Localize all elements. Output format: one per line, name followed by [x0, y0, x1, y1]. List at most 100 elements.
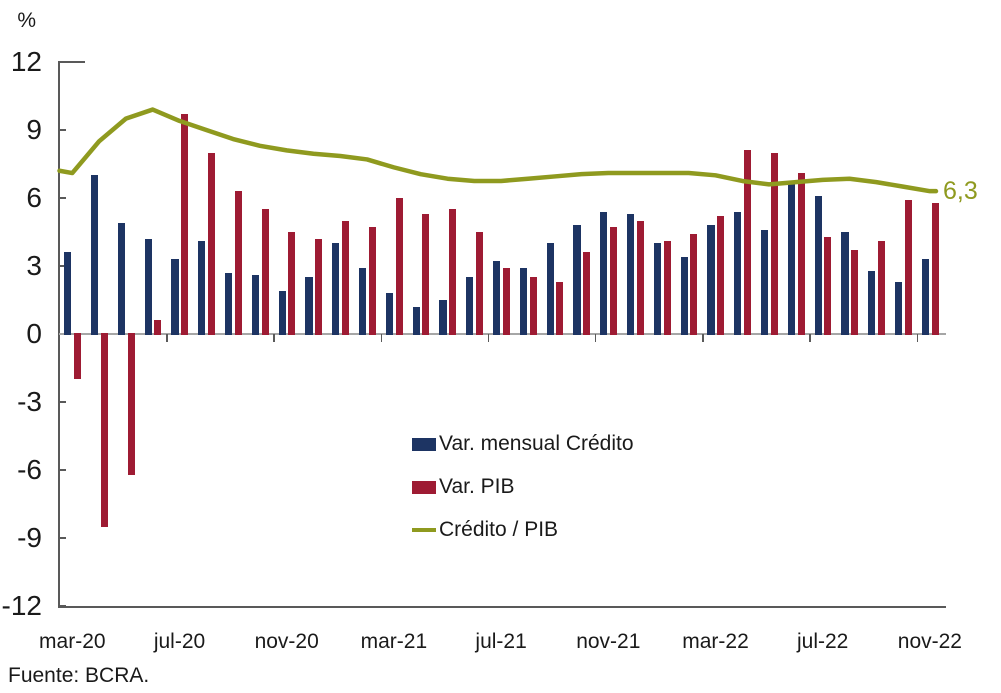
bar-credito-oct-20 — [251, 275, 259, 335]
bar-credito-jun-21 — [466, 277, 474, 335]
bar-credito-oct-22 — [895, 281, 903, 335]
bar-pib-sep-21 — [556, 281, 564, 335]
x-tick-label-mar-21: mar-21 — [360, 630, 428, 653]
bar-credito-dic-20 — [305, 277, 313, 335]
bar-pib-oct-22 — [904, 200, 912, 335]
zero-axis-line — [59, 333, 946, 335]
y-tick-mark — [58, 128, 66, 131]
y-tick-label: 0 — [26, 318, 42, 349]
bar-credito-sep-20 — [225, 272, 233, 335]
line-end-value-label: 6,3 — [943, 177, 978, 205]
x-tick-label-nov-20: nov-20 — [254, 630, 319, 653]
y-tick-mark — [58, 605, 66, 608]
bar-pib-jul-22 — [824, 236, 832, 335]
bar-credito-jul-22 — [814, 195, 822, 335]
legend-item-credito-pib-ratio: Crédito / PIB — [412, 518, 634, 541]
bar-credito-ago-22 — [841, 231, 849, 335]
legend-label-credito: Var. mensual Crédito — [439, 432, 634, 455]
bar-pib-ago-20 — [207, 152, 216, 335]
bar-pib-abr-22 — [743, 150, 752, 335]
bar-pib-feb-22 — [690, 234, 698, 335]
y-tick-label: 3 — [26, 249, 42, 281]
category-boundary-tick — [166, 334, 168, 342]
bar-credito-nov-20 — [278, 290, 286, 335]
bar-credito-jun-20 — [144, 238, 152, 335]
x-tick-label-jul-22: jul-22 — [797, 630, 849, 653]
bar-pib-feb-21 — [368, 227, 376, 335]
bar-credito-may-22 — [761, 229, 769, 335]
bar-credito-oct-21 — [573, 225, 581, 335]
y-tick-label: 6 — [26, 181, 42, 213]
bar-pib-mar-21 — [395, 197, 403, 335]
bar-pib-may-21 — [449, 209, 457, 335]
bar-pib-oct-21 — [583, 252, 591, 335]
bar-pib-ene-22 — [663, 241, 671, 335]
bar-credito-abr-20 — [91, 175, 99, 335]
bar-pib-sep-22 — [877, 241, 886, 335]
legend-swatch-pib — [412, 480, 436, 494]
bar-credito-dic-21 — [627, 213, 635, 335]
bar-credito-mar-22 — [707, 225, 715, 335]
category-boundary-tick — [273, 334, 275, 342]
plot-bottom-border — [58, 606, 946, 608]
y-tick-mark — [58, 469, 66, 472]
legend-swatch-credito — [412, 437, 436, 451]
y-tick-mark — [58, 264, 66, 267]
bar-pib-ago-22 — [851, 250, 859, 335]
x-tick-label-nov-21: nov-21 — [576, 630, 641, 653]
legend-label-ratio: Crédito / PIB — [439, 518, 559, 541]
bar-credito-ago-21 — [519, 268, 527, 335]
bar-pib-sep-20 — [234, 191, 242, 335]
legend-label-pib: Var. PIB — [439, 475, 515, 498]
bar-credito-sep-21 — [546, 243, 554, 335]
bar-credito-may-20 — [117, 222, 125, 335]
bar-pib-jul-20 — [181, 114, 189, 335]
bar-credito-nov-21 — [600, 211, 608, 335]
bar-pib-nov-20 — [288, 231, 296, 335]
x-tick-label-mar-20: mar-20 — [39, 630, 106, 653]
bar-credito-feb-21 — [359, 268, 367, 335]
legend: Var. mensual Crédito Var. PIB Crédito / … — [412, 432, 634, 562]
bar-credito-feb-22 — [680, 256, 688, 335]
bar-credito-jul-20 — [171, 259, 179, 335]
bar-credito-mar-20 — [64, 252, 72, 335]
bar-pib-nov-21 — [609, 227, 618, 335]
ratio-line — [57, 107, 939, 194]
bar-pib-abr-21 — [422, 213, 430, 335]
legend-item-var-pib: Var. PIB — [412, 475, 634, 498]
bar-pib-abr-20 — [100, 333, 108, 527]
bar-credito-ago-20 — [198, 241, 206, 335]
y-tick-mark — [58, 401, 66, 403]
bar-pib-jun-22 — [797, 173, 805, 335]
bar-credito-mar-21 — [385, 293, 393, 335]
bar-pib-oct-20 — [261, 209, 269, 335]
legend-swatch-ratio-line — [412, 528, 436, 532]
bar-pib-dic-20 — [315, 238, 323, 335]
bar-credito-may-21 — [439, 299, 447, 335]
bar-pib-jun-20 — [154, 320, 162, 335]
bar-pib-jul-21 — [502, 268, 510, 335]
bar-credito-jul-21 — [493, 261, 501, 335]
y-tick-label: 12 — [10, 45, 42, 77]
category-boundary-tick — [487, 334, 490, 342]
bar-pib-ago-21 — [529, 277, 537, 335]
category-boundary-tick — [809, 334, 811, 342]
bar-pib-ene-21 — [341, 220, 350, 335]
source-note: Fuente: BCRA. — [8, 664, 150, 687]
bar-pib-mar-22 — [717, 216, 725, 335]
bar-pib-may-20 — [127, 333, 135, 475]
category-boundary-tick — [702, 334, 704, 342]
y-tick-label: -6 — [17, 454, 42, 486]
bar-pib-nov-22 — [931, 202, 939, 335]
bar-pib-dic-21 — [636, 220, 644, 335]
legend-item-var-mensual-credito: Var. mensual Crédito — [412, 432, 634, 455]
category-boundary-tick — [380, 334, 382, 342]
y-tick-label: -9 — [17, 522, 42, 554]
bar-credito-nov-22 — [921, 259, 929, 335]
x-tick-label-nov-22: nov-22 — [897, 630, 962, 653]
bar-credito-sep-22 — [868, 270, 876, 335]
y-tick-label: -12 — [1, 590, 42, 622]
x-tick-label-jul-20: jul-20 — [153, 630, 206, 653]
y-tick-label: 9 — [26, 113, 42, 145]
